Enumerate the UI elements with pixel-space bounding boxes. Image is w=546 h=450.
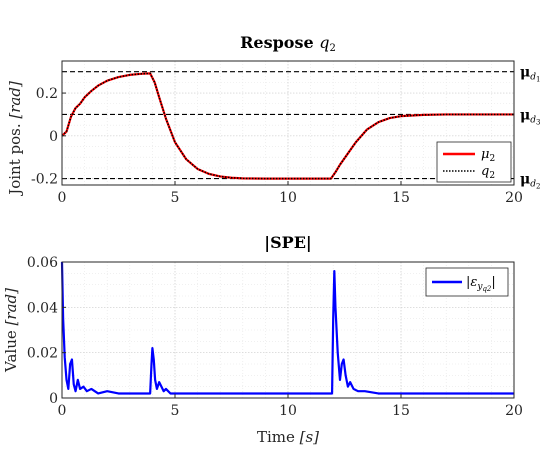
x-tick-label: 5 — [171, 403, 180, 419]
spe-y-label: Value [rad] — [2, 288, 20, 373]
spe-lines — [60, 261, 514, 395]
response-chart: Respose q2 0 5 10 15 20 0.20-0.2 Joint pos. … — [6, 33, 540, 206]
y-tick-label: 0.06 — [27, 255, 58, 271]
series-line-y — [60, 261, 514, 395]
legend-box — [436, 141, 512, 183]
spe-chart: |SPE| 0 5 10 15 20 0 0.02 0.04 0.06 Value [rad]… — [2, 233, 523, 446]
response-y-label: Joint pos. [rad] — [6, 81, 24, 197]
legend-label: q2 — [481, 164, 495, 181]
response-title: Respose q2 — [240, 33, 336, 54]
x-tick-label: 20 — [505, 403, 523, 419]
spe-y-ticks: 0 0.02 0.04 0.06 — [27, 255, 66, 407]
spe-title: |SPE| — [264, 233, 311, 252]
y-tick-label: 0 — [49, 129, 58, 145]
x-tick-label: 20 — [505, 190, 523, 206]
x-tick-label: 0 — [58, 190, 67, 206]
spe-x-ticks: 0 5 10 15 20 — [58, 394, 523, 419]
reference-line-label: μd3 — [520, 107, 540, 126]
response-lines — [61, 72, 514, 180]
reference-line-label: μd2 — [520, 172, 540, 191]
x-tick-label: 5 — [171, 190, 180, 206]
spe-legend: |εyq2| — [425, 267, 509, 297]
x-tick-label: 15 — [392, 403, 410, 419]
y-tick-label: -0.2 — [31, 172, 58, 188]
y-tick-label: 0.02 — [27, 346, 58, 362]
response-y-ticks: 0.2 0 -0.2 — [31, 86, 66, 188]
x-tick-label: 10 — [279, 190, 297, 206]
x-tick-label: 15 — [392, 190, 410, 206]
y-tick-label: 0.2 — [36, 86, 58, 102]
reference-line-labels: μd1 μd3 μd2 — [520, 65, 540, 191]
spe-x-label: Time [s] — [257, 428, 319, 446]
series-line-q2 — [61, 72, 514, 180]
response-x-ticks: 0 5 10 15 20 — [58, 181, 523, 206]
y-tick-label: 0 — [49, 391, 58, 407]
y-tick-label: 0.04 — [27, 300, 58, 316]
legend-label: |εyq2| — [466, 275, 496, 293]
legend-label: μ2 — [481, 147, 495, 164]
x-tick-label: 0 — [58, 403, 67, 419]
x-tick-label: 10 — [279, 403, 297, 419]
reference-line-label: μd1 — [520, 65, 540, 84]
